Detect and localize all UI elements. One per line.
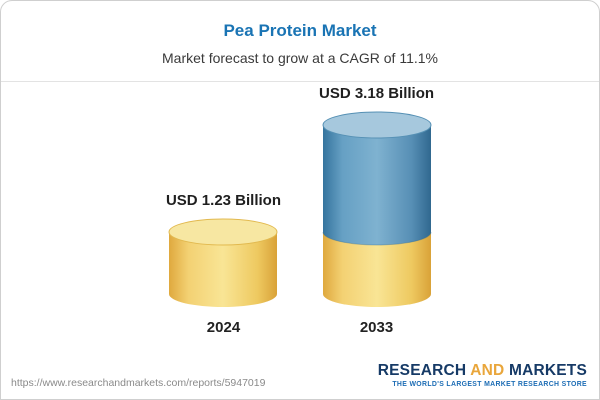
logo-tagline: THE WORLD'S LARGEST MARKET RESEARCH STOR… bbox=[392, 381, 587, 389]
chart-title: Pea Protein Market bbox=[223, 21, 377, 40]
logo-word-markets: MARKETS bbox=[508, 362, 587, 380]
cylinder-bar-2024 bbox=[168, 218, 278, 307]
header-divider bbox=[1, 81, 599, 82]
bar-group-2024: USD 1.23 Billion 2024 bbox=[166, 192, 281, 337]
year-label-2024: 2024 bbox=[206, 319, 241, 336]
value-label-2024: USD 1.23 Billion bbox=[165, 192, 281, 209]
cylinder-bar-2033 bbox=[322, 111, 432, 307]
report-url[interactable]: https://www.researchandmarkets.com/repor… bbox=[11, 377, 266, 389]
bar-group-2033: USD 3.18 Billion bbox=[319, 85, 434, 337]
year-label-2033: 2033 bbox=[359, 319, 394, 336]
chart-area: USD 1.23 Billion 2024 USD 3.18 Billion bbox=[1, 82, 599, 337]
logo-text: RESEARCH AND MARKETS bbox=[378, 362, 587, 379]
researchandmarkets-logo: RESEARCH AND MARKETS THE WORLD'S LARGEST… bbox=[378, 362, 587, 389]
logo-word-research: RESEARCH bbox=[377, 362, 467, 380]
footer: https://www.researchandmarkets.com/repor… bbox=[1, 353, 599, 399]
chart-subtitle: Market forecast to grow at a CAGR of 11.… bbox=[162, 50, 438, 66]
value-label-2033: USD 3.18 Billion bbox=[319, 85, 435, 102]
chart-header: Pea Protein Market Market forecast to gr… bbox=[1, 1, 599, 66]
logo-word-and: AND bbox=[470, 362, 505, 380]
